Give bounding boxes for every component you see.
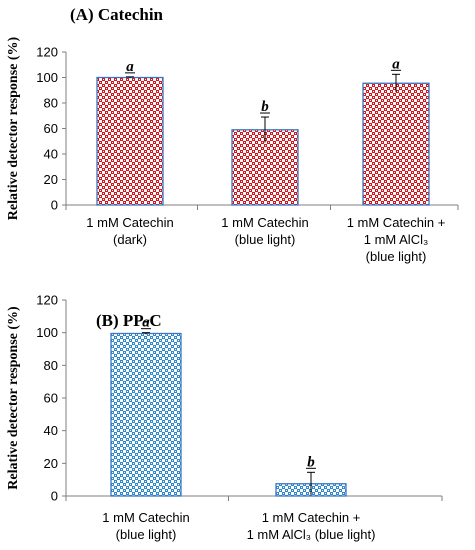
category-label: 1 mM Catechin + — [347, 215, 446, 230]
y-tick-label: 100 — [36, 325, 58, 340]
category-label: (blue light) — [235, 232, 296, 247]
y-tick-label: 20 — [44, 456, 58, 471]
significance-letter: b — [261, 99, 269, 115]
y-axis-label: Relative detector response (%) — [6, 36, 21, 220]
bar — [362, 82, 430, 206]
category-label: 1 mM AlCl₃ — [364, 232, 429, 247]
category-label: 1 mM AlCl₃ (blue light) — [247, 527, 376, 542]
panel-b-pp-c: (B) PP-C Relative detector response (%) 0 2… — [6, 293, 443, 542]
category-label: 1 mM Catechin — [86, 215, 173, 230]
y-tick-label: 40 — [44, 423, 58, 438]
bar — [110, 332, 182, 497]
y-tick-label: 80 — [44, 96, 58, 111]
panel-title: (A) Catechin — [70, 5, 164, 24]
category-label: (blue light) — [366, 249, 427, 264]
panel-a-catechin: (A) Catechin Relative detector response (… — [6, 5, 459, 264]
y-tick-label: 60 — [44, 121, 58, 136]
y-tick-label: 20 — [44, 172, 58, 187]
significance-letter: a — [126, 59, 134, 75]
y-axis-label: Relative detector response (%) — [6, 306, 21, 490]
y-tick-label: 100 — [36, 70, 58, 85]
category-label: (dark) — [113, 232, 147, 247]
category-label: 1 mM Catechin — [221, 215, 308, 230]
significance-letter: a — [392, 56, 400, 72]
y-tick-label: 0 — [51, 489, 58, 504]
panel-title: (B) PP-C — [96, 311, 162, 330]
y-tick-label: 120 — [36, 293, 58, 308]
y-tick-label: 0 — [51, 198, 58, 213]
y-tick-label: 120 — [36, 45, 58, 60]
bar — [96, 76, 164, 206]
significance-letter: a — [142, 315, 150, 331]
y-tick-label: 40 — [44, 147, 58, 162]
category-label: (blue light) — [116, 527, 177, 542]
category-label: 1 mM Catechin + — [262, 510, 361, 525]
significance-letter: b — [307, 454, 315, 470]
category-label: 1 mM Catechin — [102, 510, 189, 525]
y-tick-label: 60 — [44, 391, 58, 406]
y-tick-label: 80 — [44, 358, 58, 373]
